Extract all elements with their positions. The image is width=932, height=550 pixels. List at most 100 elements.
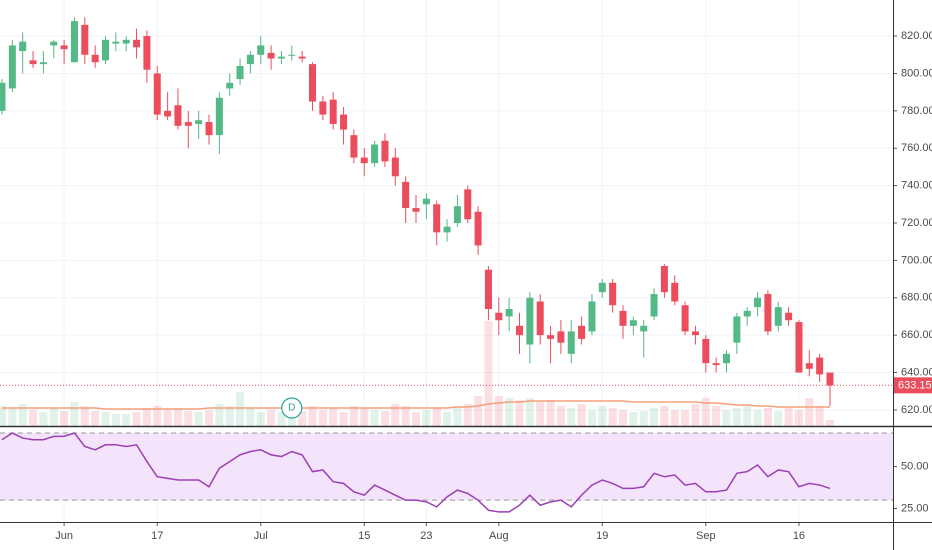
y-tick-label: 740.00: [901, 180, 932, 192]
candle-body: [536, 301, 544, 336]
volume-bar: [215, 404, 224, 426]
candle-body: [785, 312, 793, 321]
volume-bar: [784, 408, 793, 426]
y-tick-label: 760.00: [901, 142, 932, 154]
volume-bar: [577, 404, 586, 426]
volume-bar: [246, 408, 255, 426]
candle-body: [754, 297, 762, 308]
y-tick-label: 25.00: [901, 502, 929, 514]
volume-bar: [91, 411, 100, 426]
volume-bar: [556, 406, 565, 426]
candle-body: [795, 322, 803, 373]
x-tick-label: 23: [420, 530, 432, 542]
x-tick-label: 16: [793, 530, 805, 542]
volume-bar: [525, 398, 534, 426]
volume-bar: [339, 412, 348, 426]
volume-bar: [681, 410, 690, 426]
volume-bar: [650, 408, 659, 426]
candle-body: [526, 297, 534, 345]
volume-bar: [401, 406, 410, 426]
candle-body: [484, 269, 492, 309]
candle-body: [360, 157, 368, 164]
y-tick-label: 820.00: [901, 30, 932, 42]
volume-bar: [670, 410, 679, 426]
candle-body: [215, 97, 223, 136]
volume-bar: [712, 406, 721, 426]
candle-body: [184, 122, 192, 126]
candle-body: [102, 39, 109, 61]
volume-bar: [163, 410, 172, 426]
y-tick-label: 660.00: [901, 329, 932, 341]
candle-body: [29, 60, 37, 65]
candle-body: [547, 335, 555, 339]
candle-body: [226, 82, 234, 89]
volume-bar: [70, 402, 79, 426]
candle-body: [381, 140, 389, 162]
volume-bar: [805, 398, 814, 426]
candle-body: [453, 206, 461, 224]
volume-bar: [132, 412, 141, 426]
volume-bar: [774, 411, 783, 426]
volume-bar: [701, 398, 710, 426]
y-tick-label: 50.00: [901, 461, 929, 473]
volume-bar: [422, 410, 431, 426]
candle-body: [598, 282, 606, 293]
candle-body: [133, 39, 141, 48]
volume-bar: [184, 411, 193, 426]
volume-bar: [536, 402, 545, 426]
candle-body: [164, 110, 172, 117]
y-tick-label: 720.00: [901, 217, 932, 229]
candle-body: [277, 56, 285, 59]
volume-bar: [18, 404, 27, 426]
volume-bar: [794, 410, 803, 426]
volume-bar: [277, 412, 286, 426]
last-price-box: [893, 377, 932, 394]
x-tick-label: Jun: [55, 530, 73, 542]
candle-body: [764, 294, 772, 332]
candle-body: [712, 363, 720, 366]
volume-bar: [60, 411, 69, 426]
volume-bar: [432, 408, 441, 426]
candle-body: [681, 305, 689, 332]
volume-bar: [587, 410, 596, 426]
volume-bar: [380, 411, 389, 426]
candle-body: [402, 181, 410, 209]
volume-bar: [111, 414, 120, 426]
candle-body: [246, 54, 254, 65]
volume-bar: [391, 404, 400, 426]
volume-ma: [2, 400, 830, 410]
volume-bar: [225, 406, 234, 426]
volume-bar: [39, 412, 48, 426]
dividend-label: D: [288, 403, 295, 414]
y-tick-label: 800.00: [901, 67, 932, 79]
candle-body: [495, 312, 503, 321]
candle-body: [39, 62, 47, 65]
volume-bar: [205, 410, 213, 426]
candle-body: [557, 331, 565, 343]
volume-bar: [80, 406, 89, 426]
candle-body: [516, 325, 523, 336]
candle-body: [298, 56, 306, 59]
candle-body: [660, 265, 668, 293]
candle-body: [474, 211, 482, 246]
candle-body: [60, 45, 68, 50]
candle-body: [0, 82, 6, 111]
volume-bar: [691, 404, 700, 426]
volume-bar: [298, 411, 307, 426]
volume-bar: [515, 400, 524, 426]
candle-body: [267, 52, 275, 59]
candle-body: [464, 189, 472, 220]
volume-bar: [236, 392, 245, 426]
candle-body: [122, 39, 130, 44]
volume-bar: [318, 410, 327, 426]
volume-bar: [546, 400, 555, 426]
candle-body: [371, 144, 379, 164]
volume-bar: [370, 410, 379, 426]
candle-body: [505, 308, 513, 317]
volume-bar: [412, 412, 420, 426]
candle-body: [588, 301, 596, 332]
volume-bar: [608, 408, 617, 426]
candle-body: [609, 282, 617, 306]
volume-bar: [484, 321, 493, 426]
